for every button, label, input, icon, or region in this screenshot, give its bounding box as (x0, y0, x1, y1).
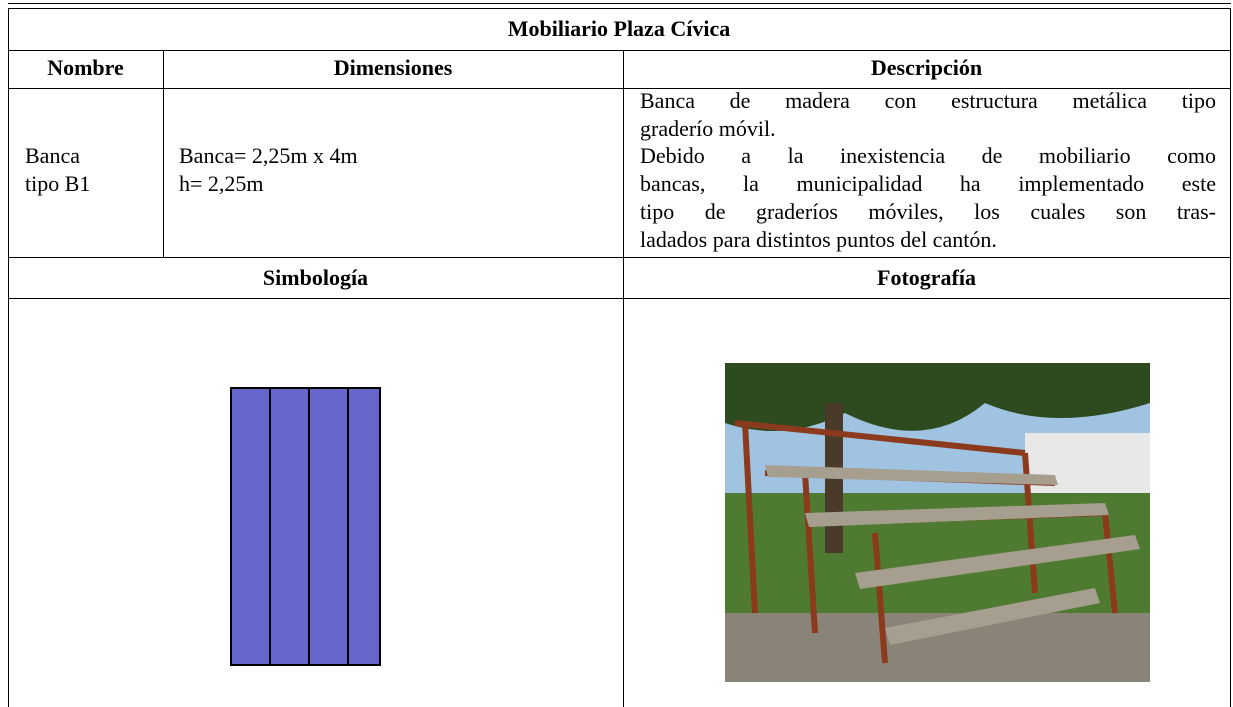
cell-line: ladados para distintos puntos del cantón… (640, 227, 997, 252)
section-header: Fotografía (877, 265, 976, 290)
column-header: Nombre (47, 55, 124, 80)
photo (725, 363, 1150, 682)
table-title: Mobiliario Plaza Cívica (507, 16, 731, 41)
cell-line: Banca= 2,25m x 4m (179, 143, 358, 168)
cell-line: graderío móvil. (640, 116, 776, 141)
column-header: Dimensiones (333, 55, 453, 80)
section-header: Simbología (262, 265, 369, 290)
rule (163, 50, 164, 257)
cell-line: Banca de madera con estructura metálica … (640, 88, 1216, 113)
rule (8, 257, 1231, 258)
rule (1230, 8, 1231, 707)
rule (623, 50, 624, 707)
rule (8, 298, 1231, 299)
bench-symbol (230, 387, 381, 666)
cell-line: bancas, la municipalidad ha implementado… (640, 171, 1216, 196)
cell-line: tipo de graderíos móviles, los cuales so… (640, 199, 1216, 224)
cell-line: h= 2,25m (179, 171, 264, 196)
cell-line: Banca (25, 143, 80, 168)
rule (8, 50, 1231, 51)
rule (8, 88, 1231, 89)
rule (8, 8, 9, 707)
cell-line: Debido a la inexistencia de mobiliario c… (640, 143, 1216, 168)
rule (8, 3, 1231, 4)
rule (8, 8, 1231, 9)
cell-line: tipo B1 (25, 171, 91, 196)
column-header: Descripción (870, 55, 983, 80)
